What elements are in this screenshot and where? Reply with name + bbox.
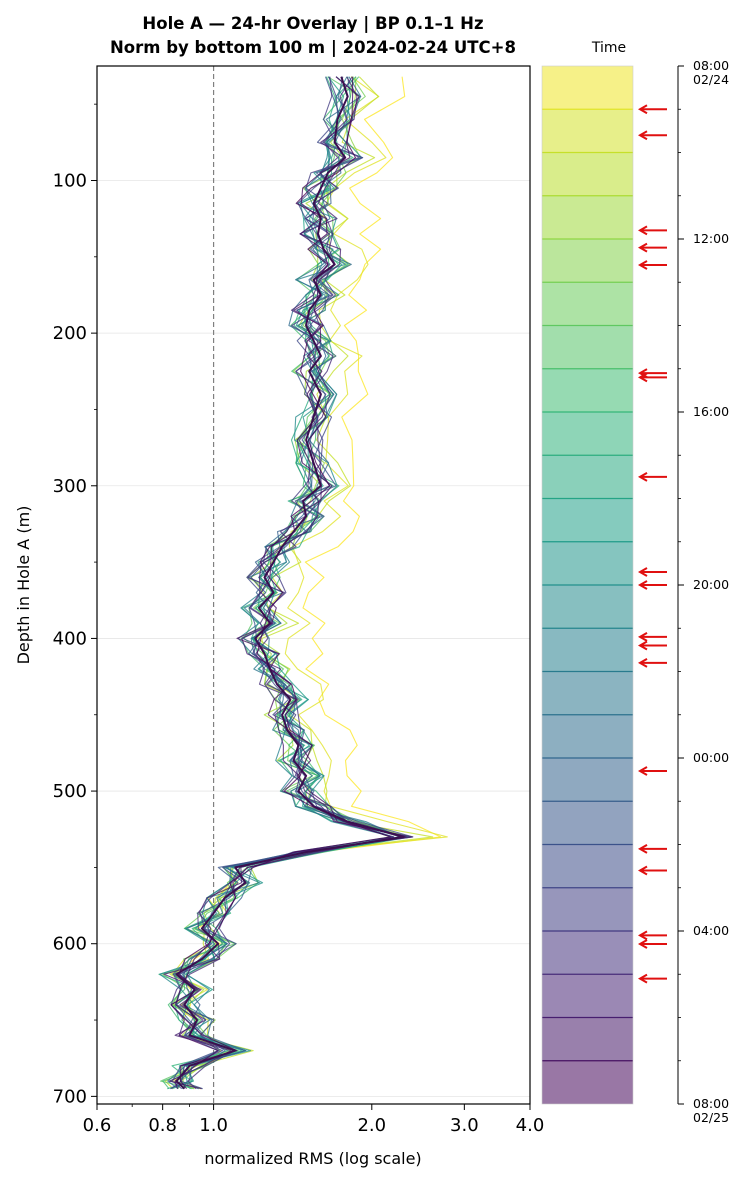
y-tick-label: 300: [53, 476, 87, 497]
colorbar-band: [542, 325, 633, 369]
arrow-head: [637, 130, 648, 141]
series-line-hour-15: [169, 76, 409, 1090]
series-line-hour-12: [159, 76, 408, 1090]
colorbar-band: [542, 66, 633, 110]
arrow-head: [637, 242, 648, 253]
x-tick-label: 4.0: [516, 1115, 545, 1136]
colorbar-band: [542, 498, 633, 542]
y-tick-label: 600: [53, 934, 87, 955]
colorbar-band: [542, 282, 633, 326]
colorbar: [542, 66, 633, 1104]
y-tick-label: 200: [53, 323, 87, 344]
colorbar-band: [542, 152, 633, 196]
time-tick-label: 04:00: [693, 923, 729, 938]
arrow-head: [637, 225, 648, 236]
colorbar-band: [542, 1060, 633, 1104]
colorbar-band: [542, 974, 633, 1018]
arrow-head: [637, 939, 648, 949]
colorbar-band: [542, 239, 633, 283]
arrow-head: [637, 580, 648, 590]
x-tick-label: 0.6: [83, 1115, 112, 1136]
colorbar-band: [542, 412, 633, 456]
y-tick-label: 700: [53, 1086, 87, 1107]
colorbar-band: [542, 671, 633, 715]
colorbar-band: [542, 195, 633, 239]
x-tick-label: 1.0: [199, 1115, 228, 1136]
arrow-head: [637, 640, 648, 651]
colorbar-band: [542, 844, 633, 888]
colorbar-frame: [541, 65, 634, 1105]
time-axis: 08:00 02/24 12:00 16:00 20:00 00:00 04:00 08:00…: [677, 58, 729, 1125]
y-axis: 100 200 300 400 500 600 700: [53, 103, 97, 1107]
series-line-hour-7: [162, 76, 409, 1090]
arrow-head: [637, 865, 648, 876]
series-line-hour-19: [170, 76, 401, 1090]
series-line-hour-18: [171, 76, 414, 1090]
series-line-hour-9: [167, 76, 402, 1090]
arrow-head: [637, 104, 648, 115]
series-line-hour-21: [163, 76, 413, 1090]
time-tick-label: 20:00: [693, 577, 729, 592]
series-line-hour-23: [170, 76, 392, 1090]
time-tick-label: 12:00: [693, 231, 729, 246]
colorbar-band: [542, 714, 633, 758]
colorbar-label: Time: [591, 40, 626, 56]
colorbar-band: [542, 801, 633, 845]
x-tick-label: 3.0: [450, 1115, 479, 1136]
series-line-hour-2: [164, 76, 434, 1090]
y-tick-label: 500: [53, 781, 87, 802]
arrow-head: [637, 567, 648, 577]
median-series-line: [175, 76, 405, 1090]
colorbar-band: [542, 541, 633, 585]
arrow-head: [637, 632, 648, 642]
arrow-head: [637, 843, 648, 854]
time-tick-label: 08:00 02/24: [693, 58, 729, 87]
x-axis-label: normalized RMS (log scale): [204, 1149, 421, 1168]
arrow-head: [637, 372, 648, 383]
colorbar-band: [542, 1017, 633, 1061]
median-line: [175, 76, 405, 1090]
series-line-hour-16: [169, 76, 394, 1090]
colorbar-band: [542, 931, 633, 975]
colorbar-band: [542, 628, 633, 672]
series-lines: [158, 76, 448, 1090]
arrow-head: [637, 766, 648, 776]
x-tick-label: 0.8: [148, 1115, 177, 1136]
y-grid: [97, 180, 530, 1097]
arrow-head: [637, 930, 648, 941]
series-line-hour-22: [174, 76, 407, 1089]
y-tick-label: 100: [53, 170, 87, 191]
time-tick-label: 16:00: [693, 404, 729, 419]
colorbar-band: [542, 368, 633, 412]
y-axis-label: Depth in Hole A (m): [14, 506, 33, 665]
x-tick-label: 2.0: [357, 1115, 386, 1136]
colorbar-band: [542, 758, 633, 802]
time-tick-label: 08:00 02/25: [693, 1096, 729, 1125]
chart-subtitle: Norm by bottom 100 m | 2024-02-24 UTC+8: [110, 38, 516, 58]
arrow-markers: [637, 104, 667, 984]
chart-title: Hole A — 24-hr Overlay | BP 0.1–1 Hz: [142, 14, 483, 34]
x-axis: 0.6 0.8 1.0 2.0 3.0 4.0: [83, 1104, 545, 1136]
y-tick-label: 400: [53, 628, 87, 649]
arrow-head: [637, 260, 648, 270]
arrow-head: [637, 973, 648, 984]
time-tick-label: 00:00: [693, 750, 729, 765]
arrow-head: [637, 472, 648, 482]
colorbar-band: [542, 455, 633, 499]
arrow-head: [637, 657, 648, 668]
series-line-hour-4: [172, 76, 392, 1090]
colorbar-band: [542, 109, 633, 153]
colorbar-band: [542, 585, 633, 629]
plot-frame: [96, 65, 531, 1105]
colorbar-band: [542, 887, 633, 931]
